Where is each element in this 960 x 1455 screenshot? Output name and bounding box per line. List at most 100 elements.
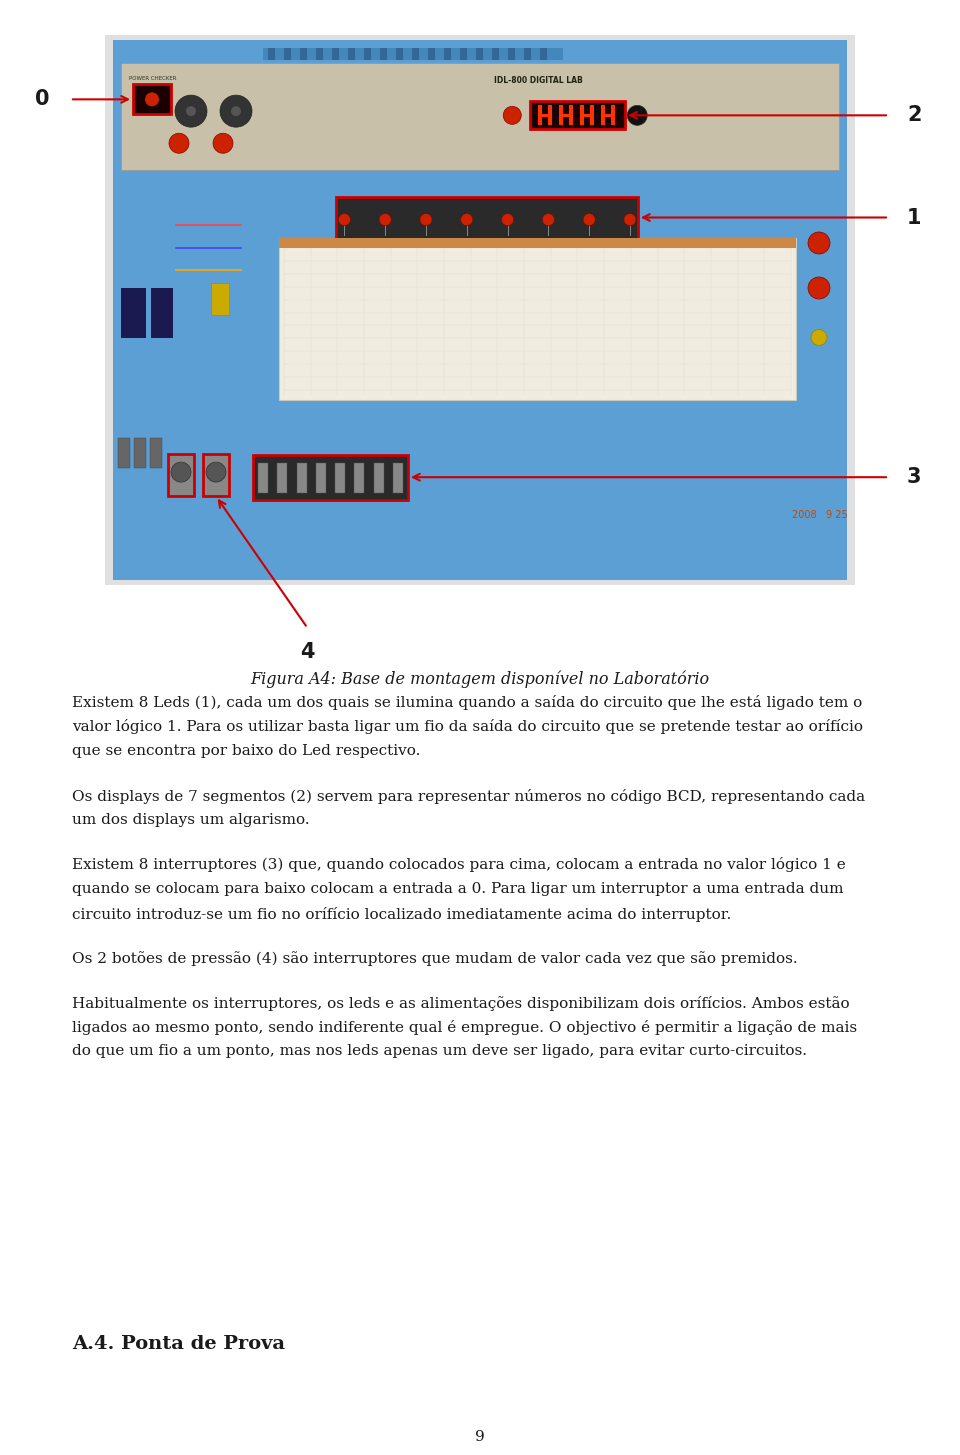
Bar bbox=[348, 48, 355, 60]
Bar bbox=[300, 48, 307, 60]
Text: circuito introduz-se um fio no orífício localizado imediatamente acima do interr: circuito introduz-se um fio no orífício … bbox=[72, 906, 732, 921]
Bar bbox=[279, 239, 796, 400]
Bar bbox=[284, 48, 291, 60]
Bar bbox=[428, 48, 435, 60]
Circle shape bbox=[220, 95, 252, 127]
Bar bbox=[263, 48, 563, 60]
Bar bbox=[203, 454, 229, 496]
Bar bbox=[548, 105, 552, 125]
Text: Os 2 botões de pressão (4) são interruptores que mudam de valor cada vez que são: Os 2 botões de pressão (4) são interrupt… bbox=[72, 952, 798, 966]
Bar bbox=[277, 463, 287, 493]
Bar bbox=[603, 115, 613, 118]
Circle shape bbox=[808, 276, 830, 298]
Text: A.4. Ponta de Prova: A.4. Ponta de Prova bbox=[72, 1336, 285, 1353]
Circle shape bbox=[338, 214, 350, 226]
Text: Os displays de 7 segmentos (2) servem para representar números no código BCD, re: Os displays de 7 segmentos (2) servem pa… bbox=[72, 789, 865, 803]
Bar bbox=[539, 105, 542, 125]
Bar bbox=[460, 48, 467, 60]
Bar bbox=[113, 39, 847, 581]
Bar bbox=[569, 105, 573, 125]
Circle shape bbox=[213, 134, 233, 153]
Text: POWER CHECKER: POWER CHECKER bbox=[129, 76, 177, 81]
Bar bbox=[530, 102, 625, 129]
Text: Habitualmente os interruptores, os leds e as alimentações disponibilizam dois or: Habitualmente os interruptores, os leds … bbox=[72, 995, 850, 1011]
Bar bbox=[105, 35, 855, 585]
Bar bbox=[560, 105, 564, 125]
Text: ligados ao mesmo ponto, sendo indiferente qual é empregue. O objectivo é permiti: ligados ao mesmo ponto, sendo indiferent… bbox=[72, 1020, 857, 1035]
Text: Existem 8 Leds (1), cada um dos quais se ilumina quando a saída do circuito que : Existem 8 Leds (1), cada um dos quais se… bbox=[72, 695, 862, 710]
Bar bbox=[590, 105, 594, 125]
Text: que se encontra por baixo do Led respectivo.: que se encontra por baixo do Led respect… bbox=[72, 744, 420, 758]
Bar bbox=[150, 438, 162, 467]
Bar bbox=[297, 463, 306, 493]
Bar bbox=[316, 48, 323, 60]
Bar bbox=[118, 438, 130, 467]
Text: Existem 8 interruptores (3) que, quando colocados para cima, colocam a entrada n: Existem 8 interruptores (3) que, quando … bbox=[72, 857, 846, 873]
Circle shape bbox=[171, 463, 191, 482]
Text: valor lógico 1. Para os utilizar basta ligar um fio da saída do circuito que se : valor lógico 1. Para os utilizar basta l… bbox=[72, 720, 863, 735]
Text: 2008   9 25: 2008 9 25 bbox=[792, 511, 848, 519]
Circle shape bbox=[501, 214, 514, 226]
Bar bbox=[364, 48, 371, 60]
Bar bbox=[268, 48, 275, 60]
Circle shape bbox=[379, 214, 391, 226]
Bar bbox=[540, 115, 550, 118]
Text: 0: 0 bbox=[36, 89, 50, 109]
Text: 3: 3 bbox=[907, 467, 922, 487]
Text: 1: 1 bbox=[907, 208, 922, 227]
Bar bbox=[612, 105, 615, 125]
Circle shape bbox=[420, 214, 432, 226]
Bar bbox=[396, 48, 403, 60]
Circle shape bbox=[583, 214, 595, 226]
Bar bbox=[211, 284, 229, 314]
Text: Figura A4: Base de montagem disponível no Laboratório: Figura A4: Base de montagem disponível n… bbox=[251, 669, 709, 688]
Circle shape bbox=[503, 106, 521, 124]
Bar bbox=[562, 115, 571, 118]
Bar bbox=[133, 84, 171, 115]
Text: do que um fio a um ponto, mas nos leds apenas um deve ser ligado, para evitar cu: do que um fio a um ponto, mas nos leds a… bbox=[72, 1045, 807, 1058]
Bar bbox=[121, 288, 146, 338]
Bar bbox=[508, 48, 515, 60]
Bar bbox=[134, 438, 146, 467]
Circle shape bbox=[145, 92, 159, 106]
Bar bbox=[258, 463, 268, 493]
Bar bbox=[168, 454, 194, 496]
Text: 4: 4 bbox=[300, 642, 315, 662]
Bar bbox=[580, 105, 585, 125]
Bar bbox=[253, 455, 408, 499]
Bar bbox=[335, 463, 346, 493]
Bar bbox=[316, 463, 325, 493]
Circle shape bbox=[175, 95, 207, 127]
Bar bbox=[380, 48, 387, 60]
Circle shape bbox=[169, 134, 189, 153]
Bar bbox=[373, 463, 384, 493]
Text: 2: 2 bbox=[907, 105, 922, 125]
Circle shape bbox=[627, 105, 647, 125]
Text: quando se colocam para baixo colocam a entrada a 0. Para ligar um interruptor a : quando se colocam para baixo colocam a e… bbox=[72, 882, 844, 896]
Text: IDL-800 DIGITAL LAB: IDL-800 DIGITAL LAB bbox=[494, 76, 583, 84]
Bar bbox=[151, 288, 173, 338]
Circle shape bbox=[186, 106, 196, 116]
Bar bbox=[540, 48, 547, 60]
Bar bbox=[444, 48, 451, 60]
Bar bbox=[601, 105, 605, 125]
Bar bbox=[354, 463, 365, 493]
Circle shape bbox=[461, 214, 472, 226]
Circle shape bbox=[808, 231, 830, 255]
Bar bbox=[583, 115, 592, 118]
Bar bbox=[492, 48, 499, 60]
Circle shape bbox=[206, 463, 226, 482]
Bar bbox=[332, 48, 339, 60]
Text: um dos displays um algarismo.: um dos displays um algarismo. bbox=[72, 813, 310, 826]
Circle shape bbox=[542, 214, 554, 226]
Bar bbox=[336, 196, 638, 239]
Bar bbox=[524, 48, 531, 60]
Circle shape bbox=[231, 106, 241, 116]
Text: 9: 9 bbox=[475, 1430, 485, 1443]
Circle shape bbox=[624, 214, 636, 226]
Bar bbox=[121, 63, 839, 170]
Bar bbox=[393, 463, 403, 493]
Bar bbox=[412, 48, 419, 60]
Bar bbox=[279, 239, 796, 247]
Circle shape bbox=[811, 329, 827, 345]
